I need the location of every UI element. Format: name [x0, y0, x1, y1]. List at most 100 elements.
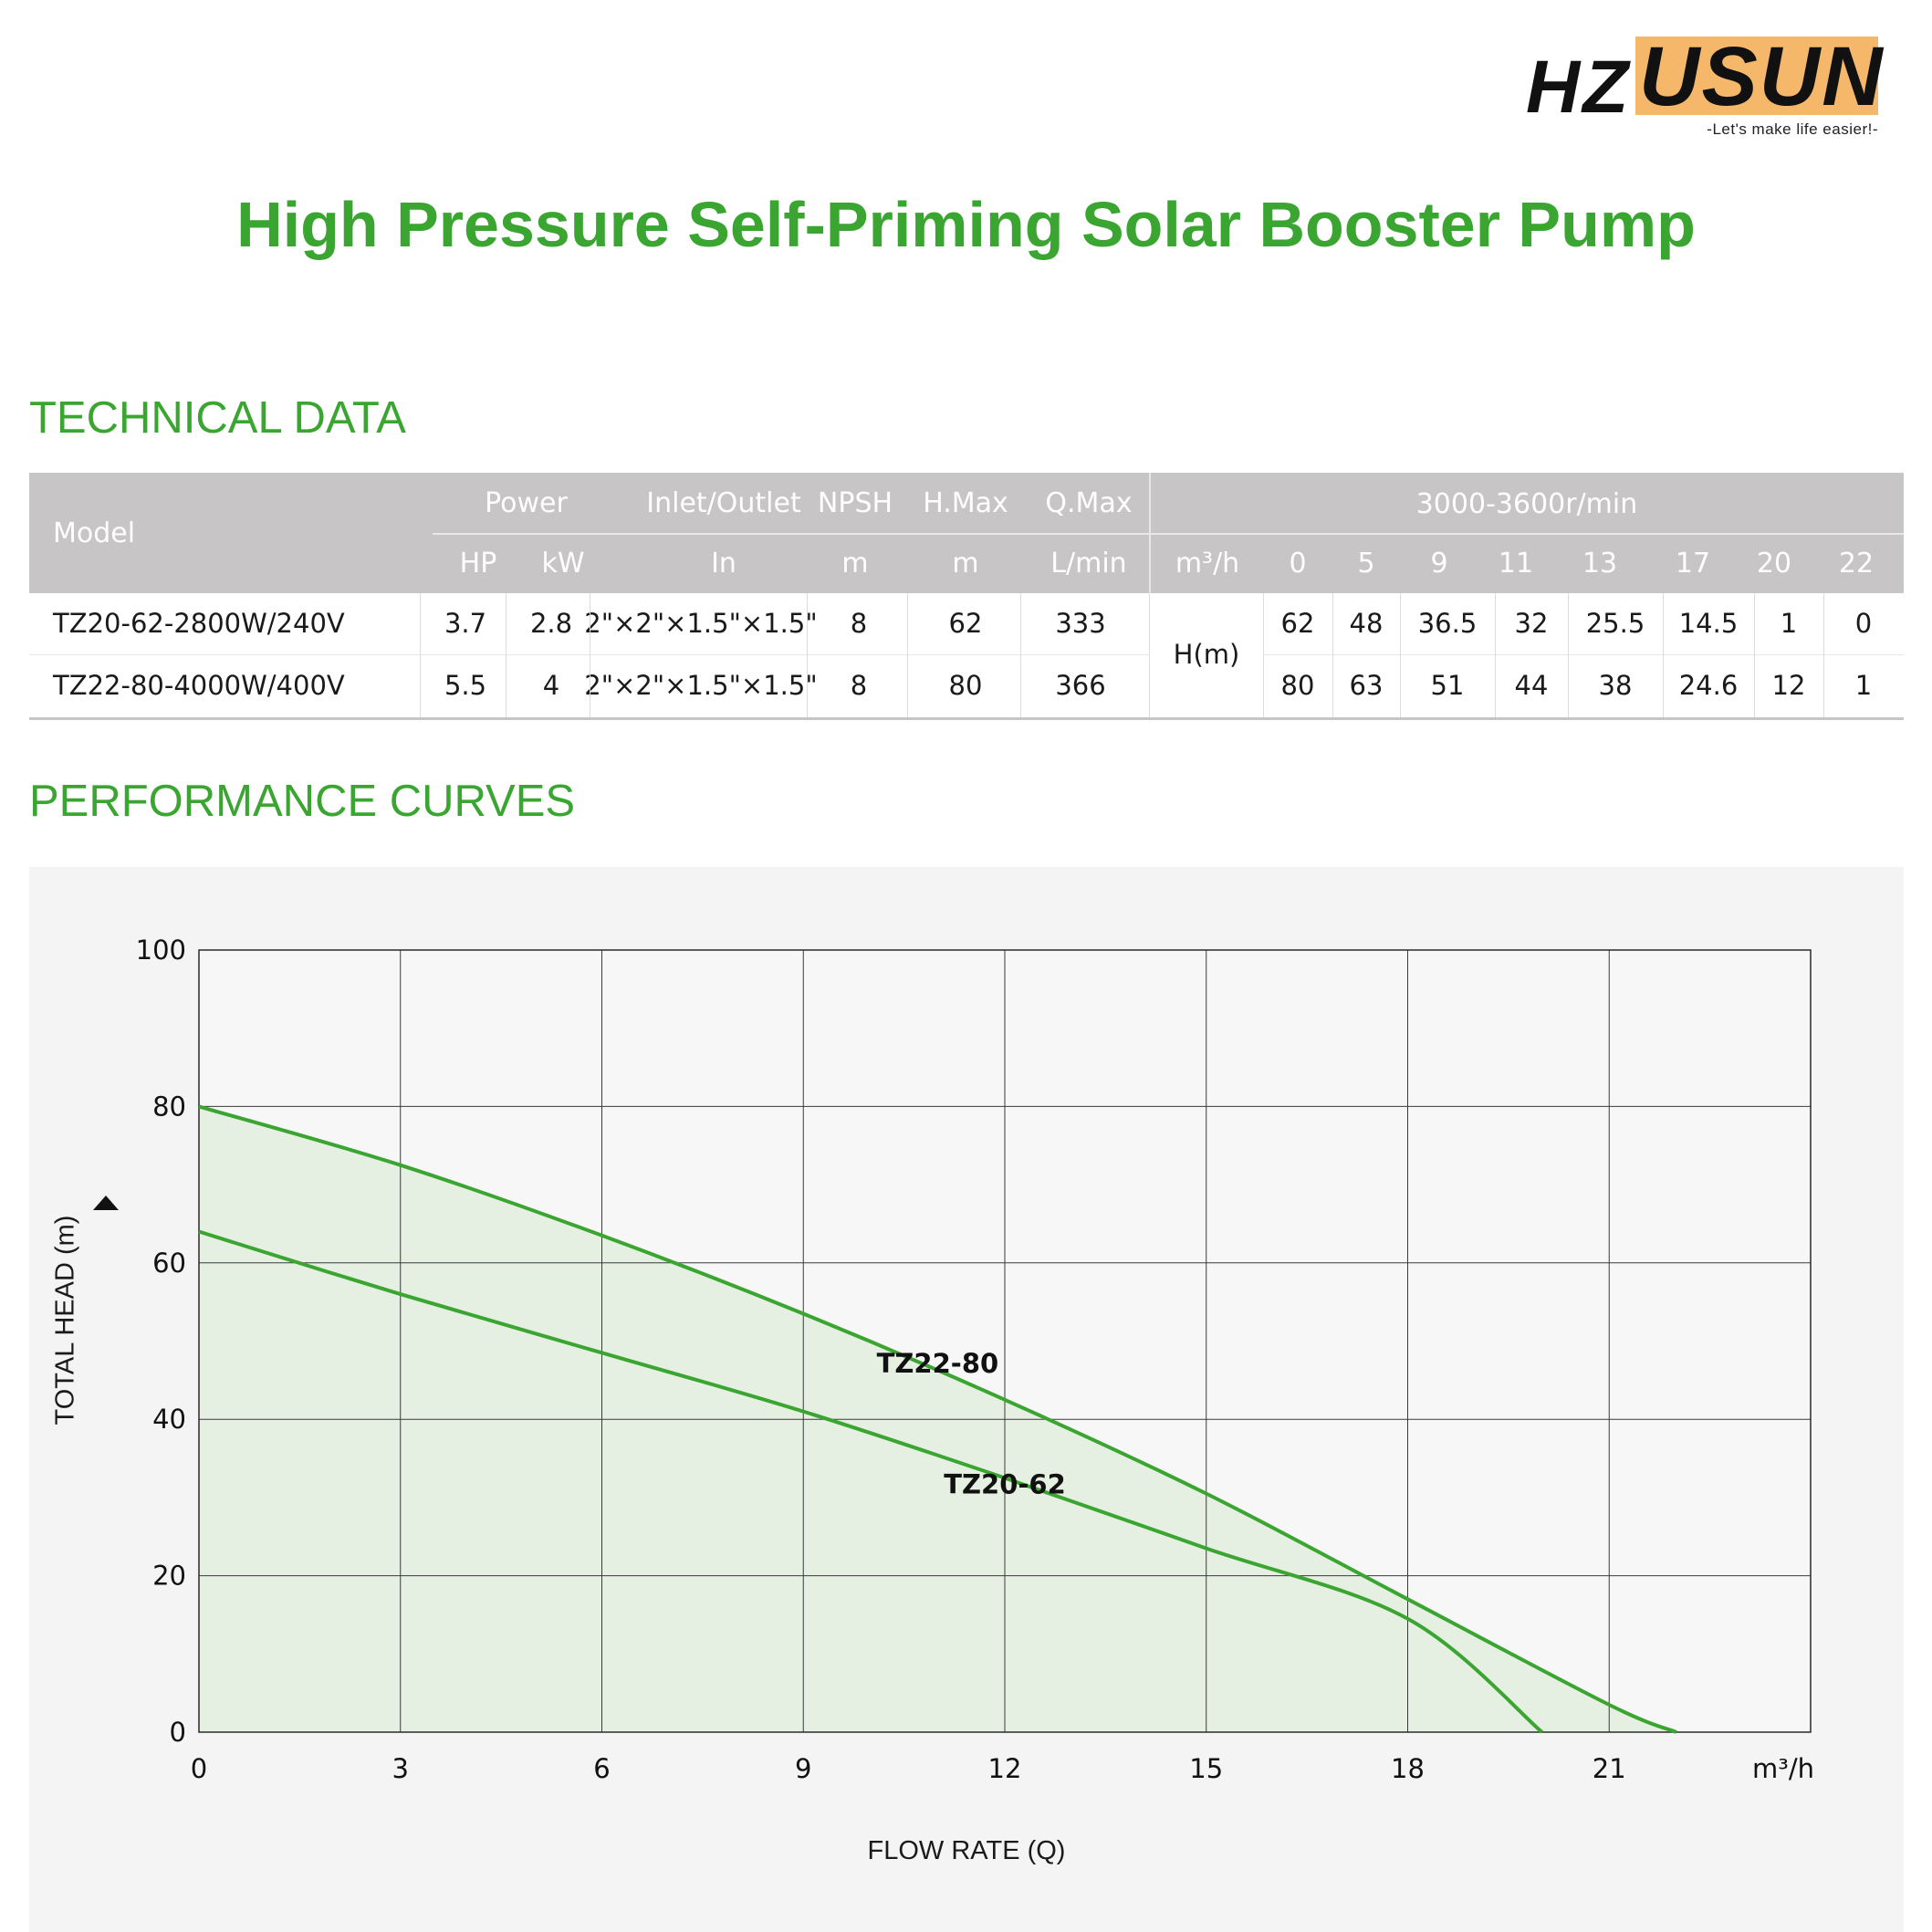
row-head: 80 — [1280, 670, 1315, 701]
col-divider — [1495, 593, 1496, 717]
logo-usun-text: USUN — [1639, 30, 1885, 123]
col-divider — [907, 593, 908, 717]
row-hp: 3.7 — [444, 608, 487, 639]
technical-data-table: Model Power Inlet/Outlet NPSH H.Max Q.Ma… — [29, 473, 1904, 721]
flow-point: 11 — [1498, 547, 1534, 580]
head-label: H(m) — [1173, 639, 1240, 670]
row-head: 44 — [1514, 670, 1549, 701]
row-head: 12 — [1771, 670, 1806, 701]
table-bottom-rule — [29, 717, 1904, 720]
header-divider — [433, 533, 1150, 535]
header-divider — [1149, 473, 1151, 593]
row-divider — [1263, 654, 1904, 655]
unit-hp: HP — [459, 547, 497, 580]
y-tick-label: 100 — [136, 935, 186, 966]
row-npsh: 8 — [850, 608, 868, 639]
logo-tagline: -Let's make life easier!- — [1707, 120, 1878, 138]
page-title: High Pressure Self-Priming Solar Booster… — [236, 189, 1696, 260]
flow-point: 17 — [1675, 547, 1711, 580]
series-label: TZ22-80 — [877, 1348, 999, 1379]
flow-point: 13 — [1582, 547, 1618, 580]
col-divider — [1754, 593, 1755, 717]
row-npsh: 8 — [850, 670, 868, 701]
x-unit-label: m³/h — [1752, 1753, 1814, 1784]
unit-hmax: m — [952, 547, 979, 580]
header-inlet-outlet: Inlet/Outlet — [646, 486, 801, 519]
row-head: 51 — [1430, 670, 1465, 701]
col-divider — [1663, 593, 1664, 717]
flow-point: 20 — [1756, 547, 1792, 580]
x-axis-title: FLOW RATE (Q) — [867, 1836, 1066, 1865]
series-line — [198, 1229, 1543, 1734]
row-head: 24.6 — [1678, 670, 1739, 701]
col-divider — [1020, 593, 1021, 717]
row-model: TZ22-80-4000W/400V — [53, 670, 345, 701]
row-qmax: 333 — [1055, 608, 1106, 639]
unit-flow: m³/h — [1175, 547, 1240, 580]
y-tick-label: 80 — [152, 1091, 186, 1122]
row-qmax: 366 — [1055, 670, 1106, 701]
header-model: Model — [53, 517, 136, 549]
axis-arrow-icon — [93, 1196, 119, 1210]
header-speed: 3000-3600r/min — [1415, 487, 1638, 520]
x-tick-label: 21 — [1593, 1753, 1626, 1784]
y-tick-label: 20 — [152, 1561, 186, 1592]
flow-point: 0 — [1289, 547, 1307, 580]
chart-panel: TZ22-80 TZ20-62 0 3 6 9 12 15 18 21 m³/h 0 20 40 60 80 1… — [29, 867, 1904, 1932]
x-tick-label: 12 — [988, 1753, 1022, 1784]
col-divider — [1332, 593, 1333, 717]
header-qmax: Q.Max — [1045, 486, 1133, 519]
plot-frame — [198, 949, 1812, 1733]
x-tick-label: 6 — [593, 1753, 610, 1784]
row-hp: 5.5 — [444, 670, 487, 701]
y-tick-label: 40 — [152, 1404, 186, 1435]
y-axis-title: TOTAL HEAD (m) — [50, 1215, 80, 1426]
series-line — [198, 1104, 1677, 1734]
col-divider — [1568, 593, 1569, 717]
series-label: TZ20-62 — [944, 1469, 1066, 1500]
performance-curves-heading: PERFORMANCE CURVES — [29, 777, 576, 826]
row-head: 38 — [1598, 670, 1633, 701]
logo-hz-text: HZ — [1526, 46, 1632, 129]
row-head: 63 — [1349, 670, 1384, 701]
header-npsh: NPSH — [817, 486, 893, 519]
row-head: 14.5 — [1678, 608, 1739, 639]
unit-npsh: m — [841, 547, 869, 580]
flow-point: 9 — [1430, 547, 1448, 580]
col-divider — [1400, 593, 1401, 717]
row-head: 48 — [1349, 608, 1384, 639]
x-tick-label: 3 — [392, 1753, 409, 1784]
brand-logo: HZ USUN -Let's make life easier!- — [1526, 33, 1883, 148]
col-divider — [1263, 593, 1264, 717]
col-divider — [1823, 593, 1824, 717]
row-kw: 4 — [542, 670, 560, 701]
performance-chart: TZ22-80 TZ20-62 0 3 6 9 12 15 18 21 m³/h 0 20 40 60 80 1… — [93, 935, 1814, 1784]
row-inlet: 2"×2"×1.5"×1.5" — [584, 608, 818, 639]
x-tick-label: 18 — [1391, 1753, 1425, 1784]
unit-inlet: In — [711, 547, 736, 580]
row-head: 32 — [1514, 608, 1549, 639]
header-hmax: H.Max — [923, 486, 1008, 519]
unit-kw: kW — [541, 547, 585, 580]
row-inlet: 2"×2"×1.5"×1.5" — [584, 670, 818, 701]
row-model: TZ20-62-2800W/240V — [53, 608, 345, 639]
x-tick-label: 0 — [191, 1753, 207, 1784]
col-divider — [420, 593, 421, 717]
row-head: 0 — [1854, 608, 1873, 639]
row-hmax: 80 — [948, 670, 983, 701]
row-hmax: 62 — [948, 608, 983, 639]
row-kw: 2.8 — [529, 608, 573, 639]
col-divider — [807, 593, 808, 717]
y-tick-label: 60 — [152, 1248, 186, 1279]
unit-qmax: L/min — [1050, 547, 1127, 580]
flow-point: 5 — [1357, 547, 1375, 580]
flow-point: 22 — [1838, 547, 1875, 580]
x-tick-label: 15 — [1189, 1753, 1223, 1784]
row-head: 25.5 — [1585, 608, 1645, 639]
header-power: Power — [485, 486, 568, 519]
logo-box: USUN — [1635, 33, 1883, 120]
row-head: 1 — [1854, 670, 1873, 701]
row-head: 36.5 — [1417, 608, 1478, 639]
header-divider — [1150, 533, 1904, 535]
technical-data-heading: TECHNICAL DATA — [29, 393, 406, 443]
